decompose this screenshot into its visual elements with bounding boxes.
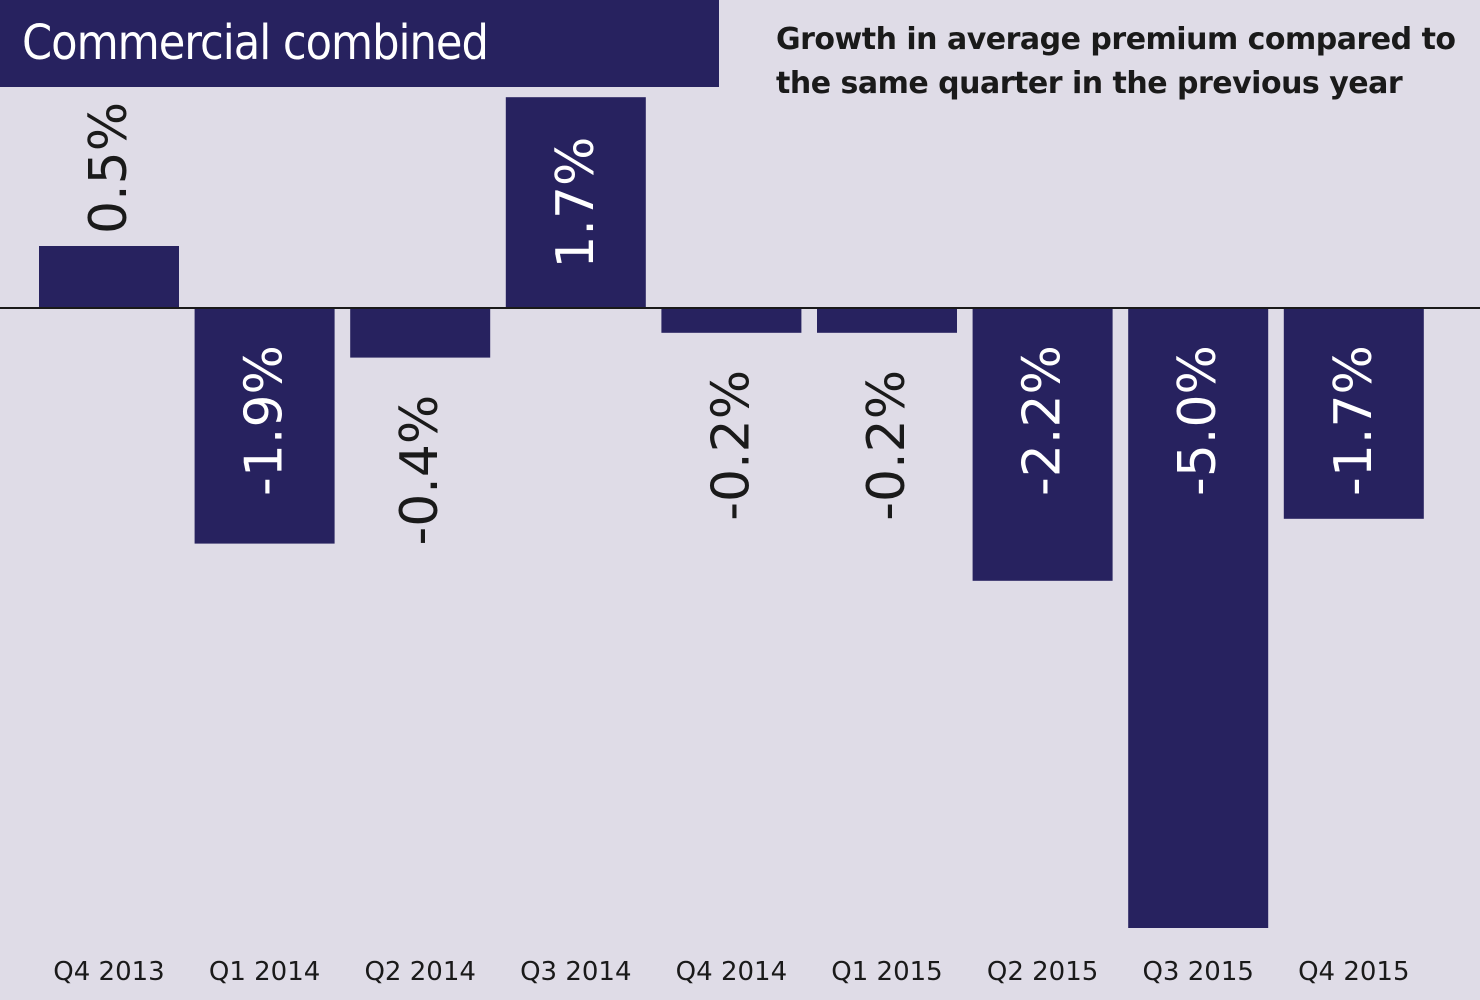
bar-q4-2015	[1283, 308, 1424, 519]
bar-q3-2015	[1128, 308, 1269, 928]
x-tick-label: Q1 2015	[831, 957, 942, 987]
data-label: -1.9%	[235, 345, 295, 496]
data-label: 0.5%	[79, 102, 139, 234]
data-label: 1.7%	[546, 137, 606, 269]
x-tick-label: Q1 2014	[209, 957, 320, 987]
x-tick-label: Q4 2014	[676, 957, 787, 987]
bar-q2-2014	[350, 308, 491, 358]
x-tick-label: Q4 2015	[1298, 957, 1409, 987]
data-label: -0.4%	[390, 395, 450, 546]
x-tick-label: Q3 2014	[520, 957, 631, 987]
x-tick-label: Q2 2014	[364, 957, 475, 987]
bar-q4-2013	[39, 246, 179, 308]
x-tick-labels-group: Q4 2013 Q1 2014 Q2 2014 Q3 2014 Q4 2014 Q1 20…	[53, 957, 1409, 987]
bar-q3-2014	[505, 97, 646, 308]
data-label: -0.2%	[701, 370, 761, 521]
bar-q1-2015	[817, 308, 957, 333]
chart-title: Commercial combined	[22, 15, 489, 71]
subtitle-line-2: the same quarter in the previous year	[776, 66, 1403, 101]
x-tick-label: Q3 2015	[1142, 957, 1253, 987]
data-label: -5.0%	[1168, 345, 1228, 496]
data-label: -2.2%	[1013, 345, 1073, 496]
bar-q1-2014	[194, 308, 335, 544]
chart-subtitle: Growth in average premium compared to th…	[776, 18, 1466, 106]
x-tick-label: Q2 2015	[987, 957, 1098, 987]
chart-title-banner: Commercial combined	[0, 0, 719, 87]
x-tick-label: Q4 2013	[53, 957, 164, 987]
bars-group	[39, 97, 1424, 928]
bar-q4-2014	[661, 308, 802, 333]
data-label: -1.7%	[1324, 345, 1384, 496]
bar-q2-2015	[972, 308, 1113, 581]
data-labels-group: 0.5% -1.9% -0.4% 1.7% -0.2% -0.2% -2.2% -5.0% -1…	[79, 102, 1384, 546]
data-label: -0.2%	[857, 370, 917, 521]
subtitle-line-1: Growth in average premium compared to	[776, 22, 1456, 57]
